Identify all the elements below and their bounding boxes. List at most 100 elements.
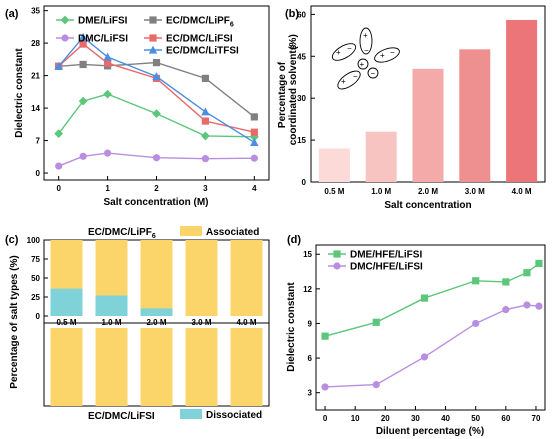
d-series-point-1 [321,383,329,391]
a-xtick-label: 4 [252,184,257,193]
a-series-point-2 [152,59,161,67]
legend-dissociated-swatch [180,409,202,419]
b-bar-1 [365,131,397,182]
c-bottom-assoc-bar-3 [185,328,218,406]
c-ytick-label: 0 [36,312,41,321]
panel-b-ylabel-unit: (%) [288,34,299,50]
b-ytick-label: 15 [297,136,306,145]
legend-associated-label: Associated [206,227,259,238]
a-series-point-2 [201,74,210,82]
d-series-point-1 [372,381,380,389]
a-series-point-2 [79,60,87,69]
c-xtick-label: 1.0 M [101,318,121,327]
b-xtick-label: 0.5 M [324,187,344,196]
panel-b-ylabel-line2: coordinated solvents [288,44,299,145]
d-series-point-1 [535,302,543,310]
legend-dissociated-label: Dissociated [206,410,262,421]
svg-text:−: − [364,46,369,55]
svg-text:+: + [363,31,368,40]
c-bottom-assoc-bar-4 [230,328,263,406]
panel-c-bottom-title: EC/DMC/LiFSI [88,411,155,422]
d-series-point-0 [523,269,531,277]
a-ytick-label: 0 [36,169,41,178]
a-series-line-4 [58,36,255,144]
a-series-point-3 [79,40,87,48]
a-legend-marker-1 [61,34,69,42]
b-ytick-label: 45 [297,52,306,61]
a-legend-marker-4 [148,45,158,54]
d-xtick-label: 20 [381,414,390,423]
a-series-point-1 [79,152,87,160]
svg-text:−: − [390,48,395,57]
b-bar-4 [506,19,538,182]
a-xtick-label: 0 [56,184,61,193]
panel-d: (d) Dielectric constant Diluent percenta… [286,234,546,437]
b-ytick-label: 0 [302,178,307,187]
a-legend-marker-2 [149,16,157,24]
panel-a-ylabel: Dielectric constant [14,48,25,138]
a-legend-label-1: DMC/LiFSI [78,34,128,45]
c-ytick-label: 100 [27,236,41,245]
d-xtick-label: 70 [532,414,541,423]
c-bottom-assoc-bar-1 [95,328,128,406]
b-xtick-label: 3.0 M [465,187,485,196]
schematic-signs: +− + − + − +− +− [336,31,395,86]
a-series-point-4 [250,138,259,147]
a-series-point-0 [201,131,210,141]
panel-c-ylabel: Percentage of salt types (%) [9,255,20,388]
c-xtick-label: 2.0 M [146,318,166,327]
d-ytick-label: 6 [308,354,313,363]
b-bar-0 [318,148,350,182]
a-series-point-4 [152,72,161,81]
d-series-point-1 [523,301,531,309]
svg-text:−: − [371,69,376,78]
panel-d-xlabel: Diluent percentage (%) [376,426,484,437]
d-ytick-label: 3 [308,389,313,398]
c-bottom-assoc-bar-2 [140,328,173,406]
a-series-line-0 [58,93,255,138]
a-series-point-1 [201,155,210,163]
c-top-dissoc-bar-1 [95,295,128,316]
a-series-point-1 [103,149,112,157]
a-xtick-label: 1 [105,184,110,193]
a-series-point-4 [103,52,112,61]
svg-text:−: − [353,72,358,81]
c-top-assoc-bar-3 [185,240,218,316]
a-ytick-label: 21 [31,72,40,81]
c-bottom-assoc-bar-0 [50,328,83,406]
c-top-dissoc-bar-2 [140,308,173,316]
panel-a-letter: (a) [5,8,19,20]
d-series-point-0 [535,259,543,268]
c-top-assoc-bar-2 [140,240,173,316]
d-xtick-label: 0 [323,414,328,423]
d-legend-marker-1 [333,262,341,270]
a-series-line-1 [58,152,255,167]
c-top-assoc-bar-4 [230,240,263,316]
svg-text:+: + [360,60,365,69]
b-xtick-label: 2.0 M [418,187,438,196]
a-legend-label-4: EC/DMC/LiTFSI [166,46,239,57]
a-legend-label-2: EC/DMC/LiPF6 [166,16,234,29]
a-legend-label-3: EC/DMC/LiFSI [166,34,233,45]
d-legend-label-0: DME/HFE/LiFSI [350,250,422,261]
a-series-line-3 [58,43,255,133]
a-ytick-label: 14 [31,104,40,113]
d-ytick-label: 9 [308,319,313,328]
d-xtick-label: 10 [351,414,360,423]
svg-text:+: + [341,77,346,86]
panel-b-xlabel: Salt concentration [384,200,471,211]
a-series-point-4 [54,61,63,70]
d-series-point-0 [502,278,510,286]
a-series-point-4 [201,107,210,116]
panel-c-top-title: EC/DMC/LiPF6 [88,227,156,240]
b-ytick-label: 30 [297,94,306,103]
c-xtick-label: 3.0 M [191,318,211,327]
panel-b-letter: (b) [285,8,299,20]
b-bar-2 [412,68,444,182]
a-series-point-2 [250,113,258,121]
d-series-point-1 [502,306,510,314]
d-series-point-1 [420,353,429,361]
a-series-point-3 [103,59,112,67]
d-series-line-1 [325,304,540,388]
d-series-line-0 [324,262,540,337]
